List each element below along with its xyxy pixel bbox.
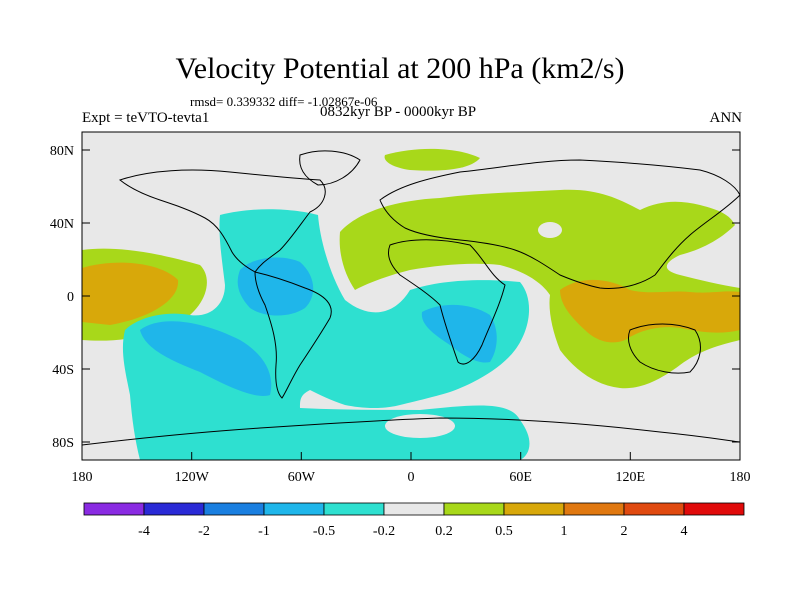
- colorbar-swatch: [683, 502, 745, 516]
- coastline-north-america: [118, 169, 326, 273]
- positive-region-eurasia: [339, 189, 740, 389]
- colorbar-swatch: [263, 502, 325, 516]
- coastline-greenland: [299, 150, 361, 186]
- coastline-eurasia: [379, 159, 741, 289]
- axis-ticks: [81, 149, 741, 460]
- latitude-labels: 80N 40N 0 40S 80S: [50, 144, 74, 451]
- lon-tick-label: 60E: [509, 470, 532, 485]
- stats-label: rmsd= 0.339332 diff= -1.02867e-06: [190, 94, 378, 109]
- negative-core-south-pacific: [140, 321, 272, 396]
- positive-core-east-pacific: [82, 262, 179, 325]
- coastline-australia: [627, 323, 701, 374]
- season-label: ANN: [709, 110, 743, 126]
- lon-tick-label: 120E: [616, 470, 646, 485]
- negative-region-americas: [122, 209, 530, 460]
- coastline-south-america: [254, 271, 332, 399]
- map-field: [82, 132, 740, 460]
- lon-tick-label: 60W: [288, 470, 316, 485]
- negative-core-africa: [421, 304, 497, 363]
- colorbar-label: 0.5: [495, 524, 513, 539]
- colorbar-label: 2: [621, 524, 628, 539]
- colorbar-swatch: [563, 502, 625, 516]
- colorbar-label: -4: [138, 524, 150, 539]
- neutral-patch-arabia: [538, 222, 562, 238]
- period-label: 0832kyr BP - 0000kyr BP: [320, 104, 477, 120]
- colorbar-swatch: [623, 502, 685, 516]
- coastline-antarctica: [81, 417, 741, 446]
- lat-tick-label: 40S: [52, 363, 74, 378]
- coastline-africa: [387, 239, 506, 365]
- lat-tick-label: 80S: [52, 436, 74, 451]
- colorbar-swatch: [83, 502, 145, 516]
- positive-region-arctic: [384, 148, 480, 171]
- lon-tick-label: 0: [408, 470, 415, 485]
- colorbar-swatch: [443, 502, 505, 516]
- lat-tick-label: 0: [67, 290, 74, 305]
- colorbar-swatch: [203, 502, 265, 516]
- colorbar-label: -2: [198, 524, 210, 539]
- experiment-label: Expt = teVTO-tevta1: [82, 110, 210, 126]
- colorbar-swatch: [503, 502, 565, 516]
- plot-title: Velocity Potential at 200 hPa (km2/s): [175, 52, 625, 85]
- colorbar-label: -1: [258, 524, 270, 539]
- colorbar-label: -0.5: [313, 524, 335, 539]
- colorbar-swatch: [143, 502, 205, 516]
- colorbar-labels: -4 -2 -1 -0.5 -0.2 0.2 0.5 1 2 4: [138, 524, 687, 539]
- coastlines: [81, 150, 741, 446]
- positive-core-maritime-continent: [560, 279, 740, 343]
- lat-tick-label: 40N: [50, 217, 74, 232]
- colorbar: [83, 502, 745, 516]
- colorbar-label: 1: [561, 524, 568, 539]
- longitude-labels: 180 120W 60W 0 60E 120E 180: [72, 470, 751, 485]
- colorbar-label: -0.2: [373, 524, 395, 539]
- lat-tick-label: 80N: [50, 144, 74, 159]
- colorbar-swatch: [383, 502, 445, 516]
- lon-tick-label: 180: [730, 470, 751, 485]
- colorbar-swatch: [323, 502, 385, 516]
- colorbar-label: 4: [681, 524, 688, 539]
- colorbar-label: 0.2: [435, 524, 453, 539]
- lon-tick-label: 180: [72, 470, 93, 485]
- lon-tick-label: 120W: [175, 470, 210, 485]
